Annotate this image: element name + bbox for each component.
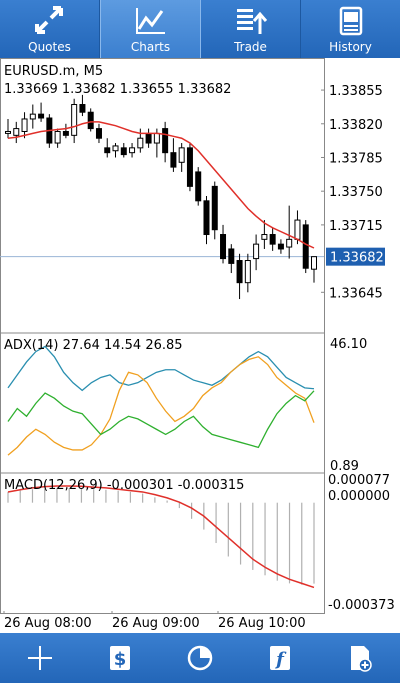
- candle-body: [253, 243, 260, 260]
- candle-body: [203, 200, 210, 236]
- tab-label: Charts: [130, 40, 171, 54]
- price-tick-label: 1.33785: [329, 151, 383, 166]
- ohlc-values: 1.33669 1.33682 1.33655 1.33682: [4, 82, 231, 97]
- candle-body: [162, 128, 169, 154]
- price-tick-label: 1.33750: [329, 185, 383, 200]
- plot-frame: [0, 58, 325, 614]
- price-tick-label: 1.33855: [329, 84, 383, 99]
- candle-body: [145, 132, 152, 144]
- macd-tick-zero: 0.000000: [328, 489, 390, 504]
- price-tick-label: 1.33715: [329, 219, 383, 234]
- candle-body: [13, 128, 20, 136]
- current-price-label: 1.33682: [330, 251, 384, 266]
- candle-body: [294, 219, 301, 240]
- macd-title: MACD(12,26,9) -0.000301 -0.000315: [4, 478, 244, 493]
- history-book-icon: [333, 5, 369, 37]
- candle-body: [220, 234, 227, 260]
- candle-body: [244, 260, 251, 284]
- candle-body: [186, 147, 193, 187]
- candle-body: [79, 104, 86, 113]
- candle-body: [54, 130, 61, 144]
- candle-body: [211, 185, 218, 231]
- crosshair-button[interactable]: [18, 636, 62, 680]
- tab-quotes[interactable]: Quotes: [0, 0, 100, 58]
- svg-text:$: $: [114, 649, 127, 670]
- trade-list-icon: [233, 5, 269, 37]
- candle-body: [153, 132, 160, 144]
- tab-trade[interactable]: Trade: [201, 0, 301, 58]
- candle-body: [29, 113, 36, 120]
- candle-body: [311, 256, 317, 270]
- candle-body: [120, 147, 127, 156]
- tab-charts[interactable]: Charts: [100, 0, 201, 58]
- candle-body: [269, 234, 276, 245]
- candle-body: [104, 147, 111, 154]
- add-object-button[interactable]: [338, 636, 382, 680]
- tab-label: History: [329, 40, 372, 54]
- candle-body: [137, 137, 144, 149]
- adx-minus-di-line: [7, 390, 315, 449]
- time-tick-1: 26 Aug 08:00: [4, 616, 92, 631]
- macd-tick-min: -0.000373: [328, 598, 395, 613]
- time-tick-2: 26 Aug 09:00: [112, 616, 200, 631]
- candle-body: [95, 128, 102, 139]
- crosshair-icon: [28, 646, 52, 670]
- candle-body: [236, 260, 243, 284]
- macd-signal-line: [7, 485, 315, 589]
- top-tab-bar: Quotes Charts Trade: [0, 0, 400, 58]
- candle-body: [21, 118, 28, 132]
- dollar-icon: $: [110, 646, 130, 670]
- candle-body: [286, 238, 293, 248]
- current-price-label-bg: [326, 247, 385, 266]
- quotes-arrows-icon: [32, 5, 68, 37]
- adx-plus-di-line: [7, 356, 315, 456]
- time-tick-3: 26 Aug 10:00: [218, 616, 306, 631]
- tab-label: Quotes: [28, 40, 71, 54]
- candle-body: [178, 147, 185, 163]
- candle-body: [5, 130, 11, 134]
- candle-body: [71, 104, 78, 136]
- new-order-button[interactable]: $: [98, 636, 142, 680]
- symbol-title: EURUSD.m, M5: [4, 64, 103, 79]
- moving-average-line: [7, 121, 315, 249]
- candle-body: [170, 152, 177, 168]
- chart-area[interactable]: EURUSD.m, M5 1.33669 1.33682 1.33655 1.3…: [0, 58, 400, 633]
- timeframe-button[interactable]: [178, 636, 222, 680]
- adx-main-line: [7, 345, 315, 392]
- candle-body: [195, 171, 202, 202]
- candle-body: [261, 234, 268, 240]
- adx-tick-min: 0.89: [330, 459, 359, 474]
- candle-body: [62, 130, 69, 136]
- candle-body: [302, 224, 309, 269]
- price-tick-label: 1.33820: [329, 118, 383, 133]
- adx-tick-max: 46.10: [330, 337, 367, 352]
- candle-body: [112, 145, 119, 152]
- price-tick-label: 1.33645: [329, 286, 383, 301]
- candle-body: [277, 243, 284, 250]
- bottom-toolbar: $ f: [0, 633, 400, 683]
- macd-tick-max: 0.000077: [328, 473, 390, 488]
- candle-body: [38, 113, 45, 119]
- candle-body: [129, 147, 136, 154]
- adx-title: ADX(14) 27.64 14.54 26.85: [4, 338, 183, 353]
- add-object-icon: [351, 646, 372, 672]
- line-chart-icon: [133, 5, 169, 37]
- candle-body: [228, 248, 235, 264]
- candle-body: [87, 111, 94, 130]
- indicators-function-icon: f: [270, 646, 290, 670]
- indicators-button[interactable]: f: [258, 636, 302, 680]
- tab-label: Trade: [234, 40, 267, 54]
- timeframe-clock-icon: [187, 645, 213, 671]
- tab-history[interactable]: History: [301, 0, 400, 58]
